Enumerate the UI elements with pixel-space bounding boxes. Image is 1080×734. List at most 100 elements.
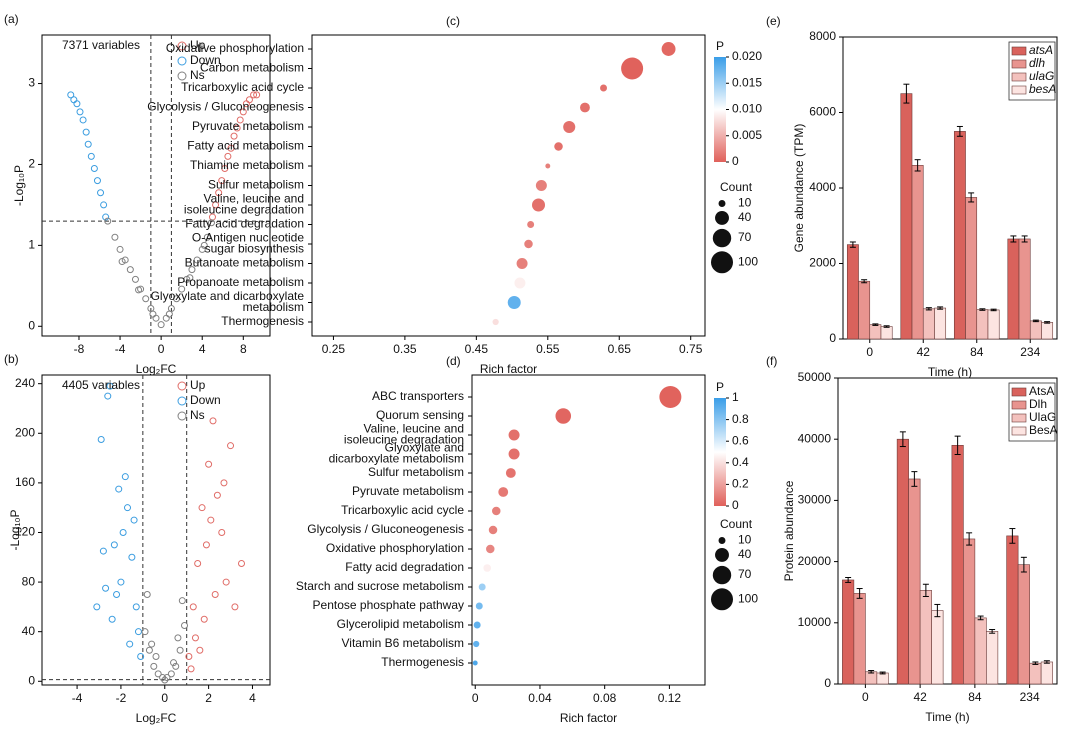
bar — [865, 671, 878, 685]
y-axis-label: Protein abundance — [782, 480, 796, 581]
colorbar-tick-label: 0.6 — [732, 433, 749, 447]
point — [97, 435, 105, 443]
point — [113, 590, 121, 598]
bubble — [505, 468, 516, 478]
y-tick-label: 30000 — [798, 493, 832, 507]
error-bar — [1043, 660, 1050, 664]
category-label: isoleucine degradation — [344, 433, 464, 447]
bubble — [492, 506, 501, 516]
point — [157, 321, 165, 329]
error-bar — [1009, 528, 1016, 544]
plot-frame — [311, 34, 706, 337]
category-label: Glycerolipid metabolism — [337, 617, 464, 631]
bubble — [555, 408, 572, 424]
point — [207, 516, 215, 524]
x-tick-label: -8 — [74, 342, 85, 356]
legend-marker — [177, 411, 187, 421]
x-tick-label: 0.45 — [465, 342, 489, 356]
point — [161, 676, 169, 684]
legend-marker — [177, 71, 187, 81]
category-label: Thermogenesis — [381, 655, 464, 669]
error-bar — [1020, 556, 1027, 573]
size-legend-label: 40 — [738, 547, 752, 561]
colorbar-tick-label: 0.020 — [732, 49, 762, 63]
y-tick-label: 120 — [15, 525, 35, 539]
error-bar — [849, 241, 856, 248]
panel-label: (c) — [446, 14, 460, 28]
category-label: Tricarboxylic acid cycle — [341, 503, 464, 517]
category-label: Propanoate metabolism — [177, 275, 304, 289]
error-bar — [1032, 661, 1039, 665]
bar — [880, 326, 893, 340]
category-label: Valine, leucine and — [203, 192, 304, 206]
size-legend-title: Count — [720, 180, 753, 194]
size-legend-marker — [711, 588, 733, 611]
legend-label: Dlh — [1029, 397, 1047, 411]
panel-label: (d) — [446, 354, 461, 368]
x-tick-label: 42 — [917, 345, 931, 359]
legend-label: ulaG — [1029, 69, 1054, 83]
y-tick-label: 240 — [15, 376, 35, 390]
size-legend-label: 100 — [738, 254, 758, 268]
bubble — [508, 429, 520, 441]
point — [185, 652, 193, 660]
point — [108, 615, 116, 623]
error-bar — [954, 435, 961, 455]
category-label: Glyoxylate and — [385, 441, 464, 455]
point — [152, 652, 160, 660]
point — [76, 108, 84, 116]
colorbar-tick-label: 0.2 — [732, 477, 749, 491]
point — [196, 646, 204, 654]
size-legend-label: 10 — [738, 196, 752, 210]
bar — [919, 590, 932, 685]
point — [150, 662, 158, 670]
bar — [876, 672, 889, 685]
x-tick-label: 0 — [472, 691, 479, 705]
y-tick-label: 6000 — [809, 105, 836, 119]
point — [250, 91, 258, 99]
bar — [869, 324, 882, 340]
bubble — [472, 660, 478, 666]
x-axis-label: Log₂FC — [136, 362, 177, 376]
size-legend-marker — [711, 251, 733, 274]
legend-label: Up — [190, 378, 206, 392]
category-label: Oxidative phosphorylation — [326, 541, 464, 555]
point — [152, 314, 160, 322]
category-label: Thiamine metabolism — [190, 158, 304, 172]
category-label: metabolism — [243, 300, 304, 314]
point — [167, 670, 175, 678]
bar — [911, 165, 924, 340]
point — [135, 286, 143, 294]
point — [134, 628, 142, 636]
legend-marker — [177, 381, 187, 391]
bubble — [507, 295, 521, 310]
point — [79, 116, 87, 124]
error-bar — [899, 431, 906, 448]
point — [188, 266, 196, 274]
point — [99, 547, 107, 555]
bar — [1006, 535, 1019, 685]
error-bar — [989, 629, 996, 634]
x-tick-label: 84 — [970, 345, 984, 359]
point — [211, 590, 219, 598]
point — [205, 460, 213, 468]
point — [212, 201, 220, 209]
x-tick-label: 0 — [158, 342, 165, 356]
point — [143, 590, 151, 598]
category-label: Quorum sensing — [376, 408, 464, 422]
point — [245, 96, 253, 104]
bubble — [475, 602, 483, 610]
point — [117, 578, 125, 586]
error-bar — [872, 323, 879, 326]
point — [100, 201, 108, 209]
bar — [974, 617, 987, 685]
point — [239, 108, 247, 116]
point — [203, 233, 211, 241]
category-label: isoleucine degradation — [184, 203, 304, 217]
point — [87, 152, 95, 160]
bar — [853, 593, 866, 685]
y-tick-label: 0 — [829, 331, 836, 345]
x-tick-label: -2 — [116, 691, 127, 705]
bubble — [516, 258, 528, 269]
point — [115, 485, 123, 493]
